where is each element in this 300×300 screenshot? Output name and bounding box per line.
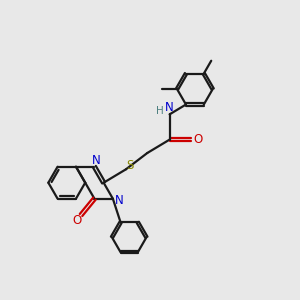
- Text: H: H: [156, 106, 164, 116]
- Text: S: S: [126, 159, 133, 172]
- Text: O: O: [73, 214, 82, 227]
- Text: N: N: [92, 154, 100, 167]
- Text: N: N: [165, 101, 174, 114]
- Text: O: O: [193, 133, 202, 146]
- Text: N: N: [115, 194, 124, 207]
